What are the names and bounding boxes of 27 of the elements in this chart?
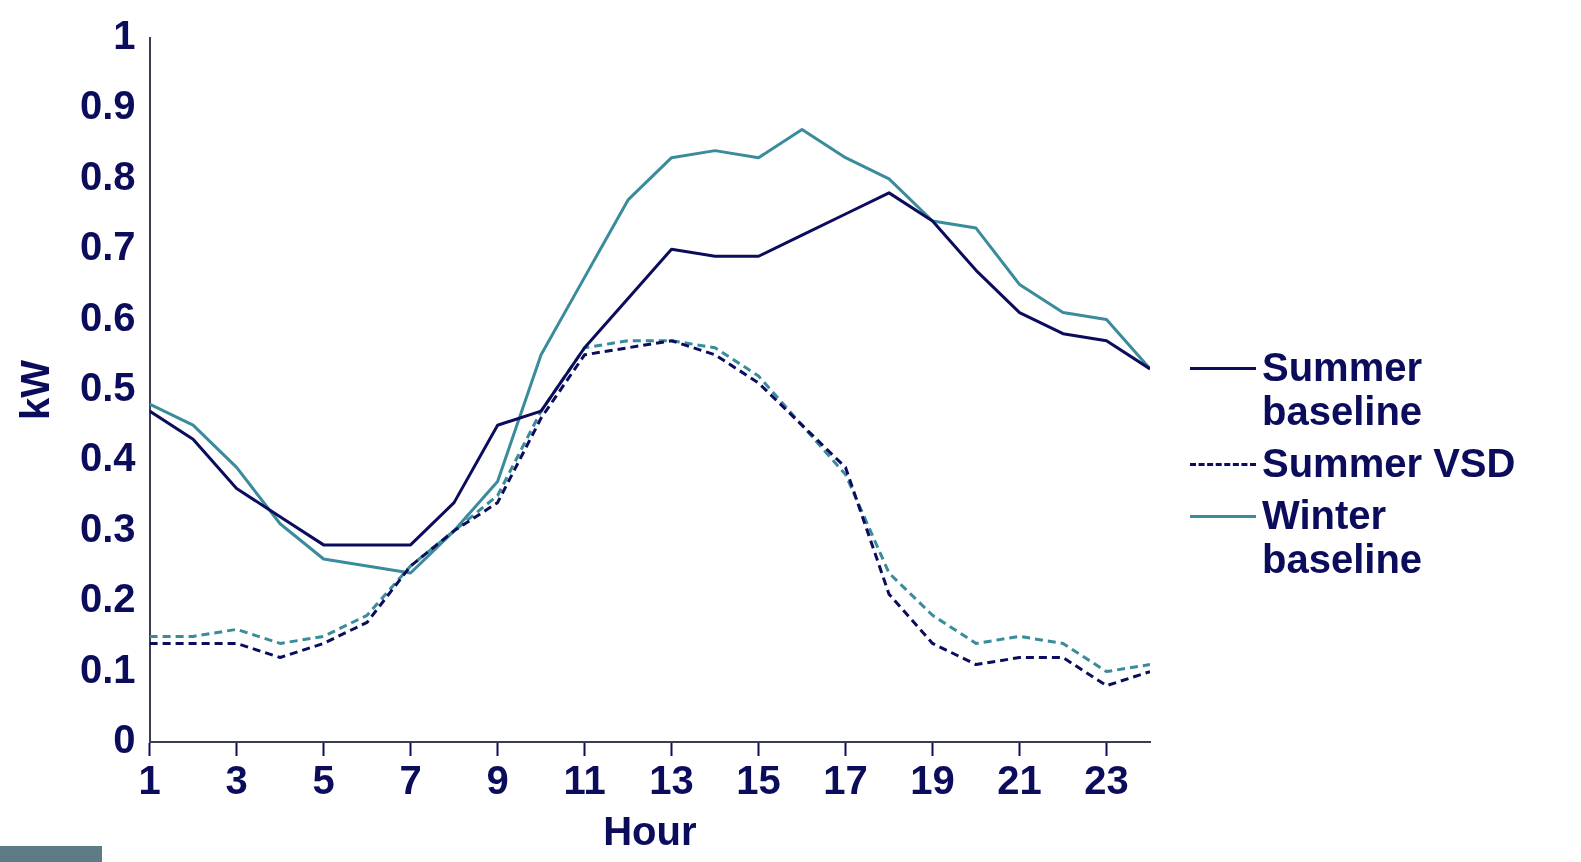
y-tick-label: 0.1	[80, 646, 136, 691]
y-tick-label: 0.3	[80, 505, 136, 550]
legend-label: Summer baseline	[1262, 345, 1424, 433]
x-tick-label: 17	[823, 758, 868, 803]
y-tick-label: 0.4	[80, 435, 137, 480]
y-tick-label: 1	[113, 13, 136, 58]
x-tick-label: 9	[486, 758, 509, 803]
x-tick-label: 7	[399, 758, 422, 803]
x-tick-label: 3	[225, 758, 248, 803]
x-axis-title: Hour	[603, 809, 697, 854]
y-tick-label: 0.9	[80, 83, 136, 128]
y-tick-label: 0.2	[80, 576, 136, 621]
y-tick-label: 0.6	[80, 294, 136, 339]
y-axis-title: kW	[13, 359, 58, 420]
x-tick-label: 13	[649, 758, 694, 803]
y-tick-label: 0.7	[80, 224, 136, 269]
x-tick-label: 5	[312, 758, 335, 803]
x-tick-label: 15	[736, 758, 781, 803]
y-tick-label: 0	[113, 717, 136, 762]
x-tick-label: 23	[1084, 758, 1129, 803]
legend-label: Winter baseline	[1262, 493, 1424, 581]
y-tick-label: 0.5	[80, 365, 136, 410]
x-tick-label: 21	[997, 758, 1042, 803]
y-tick-label: 0.8	[80, 153, 136, 198]
x-tick-label: 19	[910, 758, 955, 803]
x-tick-label: 11	[563, 758, 606, 803]
legend-label: Summer VSD	[1262, 441, 1516, 485]
